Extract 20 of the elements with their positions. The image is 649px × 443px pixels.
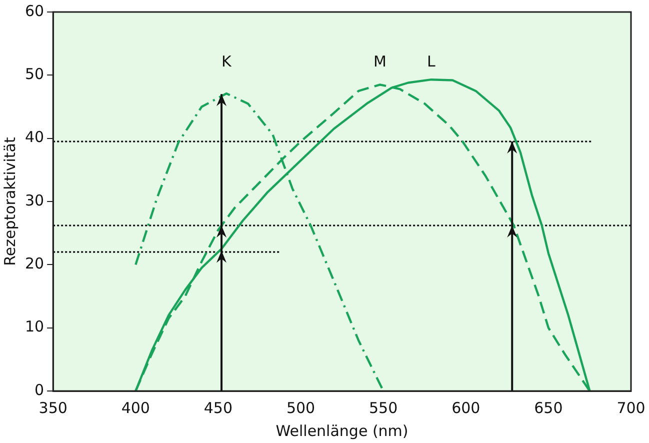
y-tick-label: 40 bbox=[24, 128, 44, 146]
series-label: L bbox=[427, 52, 436, 70]
x-tick-label: 400 bbox=[121, 398, 150, 417]
y-tick-label: 50 bbox=[24, 65, 44, 84]
y-tick-label: 0 bbox=[34, 380, 44, 399]
x-tick-label: 350 bbox=[38, 398, 68, 417]
series-label: M bbox=[374, 52, 386, 70]
y-axis-title: Rezeptoraktivität bbox=[0, 137, 19, 266]
x-tick-label: 500 bbox=[286, 398, 316, 417]
x-axis-title: Wellenlänge (nm) bbox=[276, 422, 408, 440]
x-tick-label: 650 bbox=[534, 398, 563, 417]
y-tick-label: 30 bbox=[24, 191, 44, 210]
x-tick-label: 600 bbox=[452, 398, 480, 417]
x-tick-label: 700 bbox=[616, 398, 646, 417]
y-tick-label: 20 bbox=[24, 254, 44, 273]
y-tick-label: 10 bbox=[24, 318, 44, 336]
x-tick-label: 550 bbox=[369, 398, 398, 417]
x-tick-label: 450 bbox=[204, 398, 233, 417]
series-label: K bbox=[222, 52, 233, 70]
y-tick-label: 60 bbox=[24, 2, 44, 20]
